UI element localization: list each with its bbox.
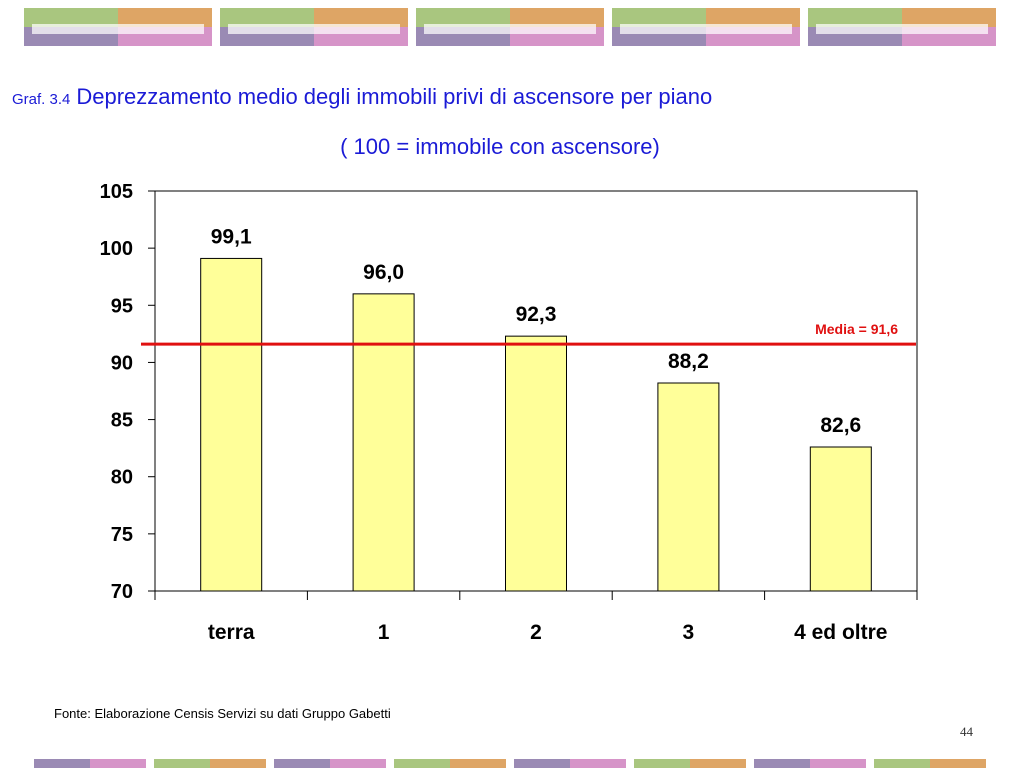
header-block: [612, 8, 800, 46]
bar-value-label: 82,6: [820, 414, 861, 437]
chart-title: Deprezzamento medio degli immobili privi…: [76, 84, 713, 109]
bar-value-label: 92,3: [516, 303, 557, 326]
y-tick-label: 70: [111, 581, 133, 603]
header-block: [808, 8, 996, 46]
bar: [352, 293, 415, 592]
chart-subtitle: ( 100 = immobile con ascensore): [340, 134, 660, 159]
y-tick-label: 85: [111, 410, 133, 432]
y-tick-label: 100: [100, 238, 133, 260]
bar: [200, 257, 263, 592]
source-note: Fonte: Elaborazione Censis Servizi su da…: [54, 706, 391, 721]
figure-number: Graf. 3.4: [12, 91, 71, 108]
bar-value-label: 96,0: [363, 261, 404, 284]
bar-chart: 70 75 80 85 90 95 100 105 99,1 terra 96,0 1 92,3 2 88,…: [100, 181, 918, 644]
bar: [657, 382, 720, 592]
y-tick-label: 90: [111, 352, 133, 374]
y-tick-label: 75: [111, 524, 133, 546]
x-category-label: 2: [530, 621, 542, 644]
x-category-label: 4 ed oltre: [794, 621, 887, 644]
y-tick-label: 105: [100, 181, 133, 203]
bar: [809, 446, 872, 592]
header-block: [416, 8, 604, 46]
bar-value-label: 88,2: [668, 350, 709, 373]
x-category-label: terra: [208, 621, 255, 644]
header-block: [24, 8, 212, 46]
header-block: [220, 8, 408, 46]
bar-value-label: 99,1: [211, 225, 252, 248]
x-category-label: 3: [683, 621, 695, 644]
chart-title-line: Graf. 3.4 Deprezzamento medio degli immob…: [12, 84, 712, 110]
y-tick-label: 80: [111, 467, 133, 489]
x-category-label: 1: [378, 621, 390, 644]
page-number: 44: [960, 724, 973, 739]
average-line-label: Media = 91,6: [815, 321, 898, 337]
y-tick-label: 95: [111, 295, 133, 317]
bar: [505, 335, 567, 592]
